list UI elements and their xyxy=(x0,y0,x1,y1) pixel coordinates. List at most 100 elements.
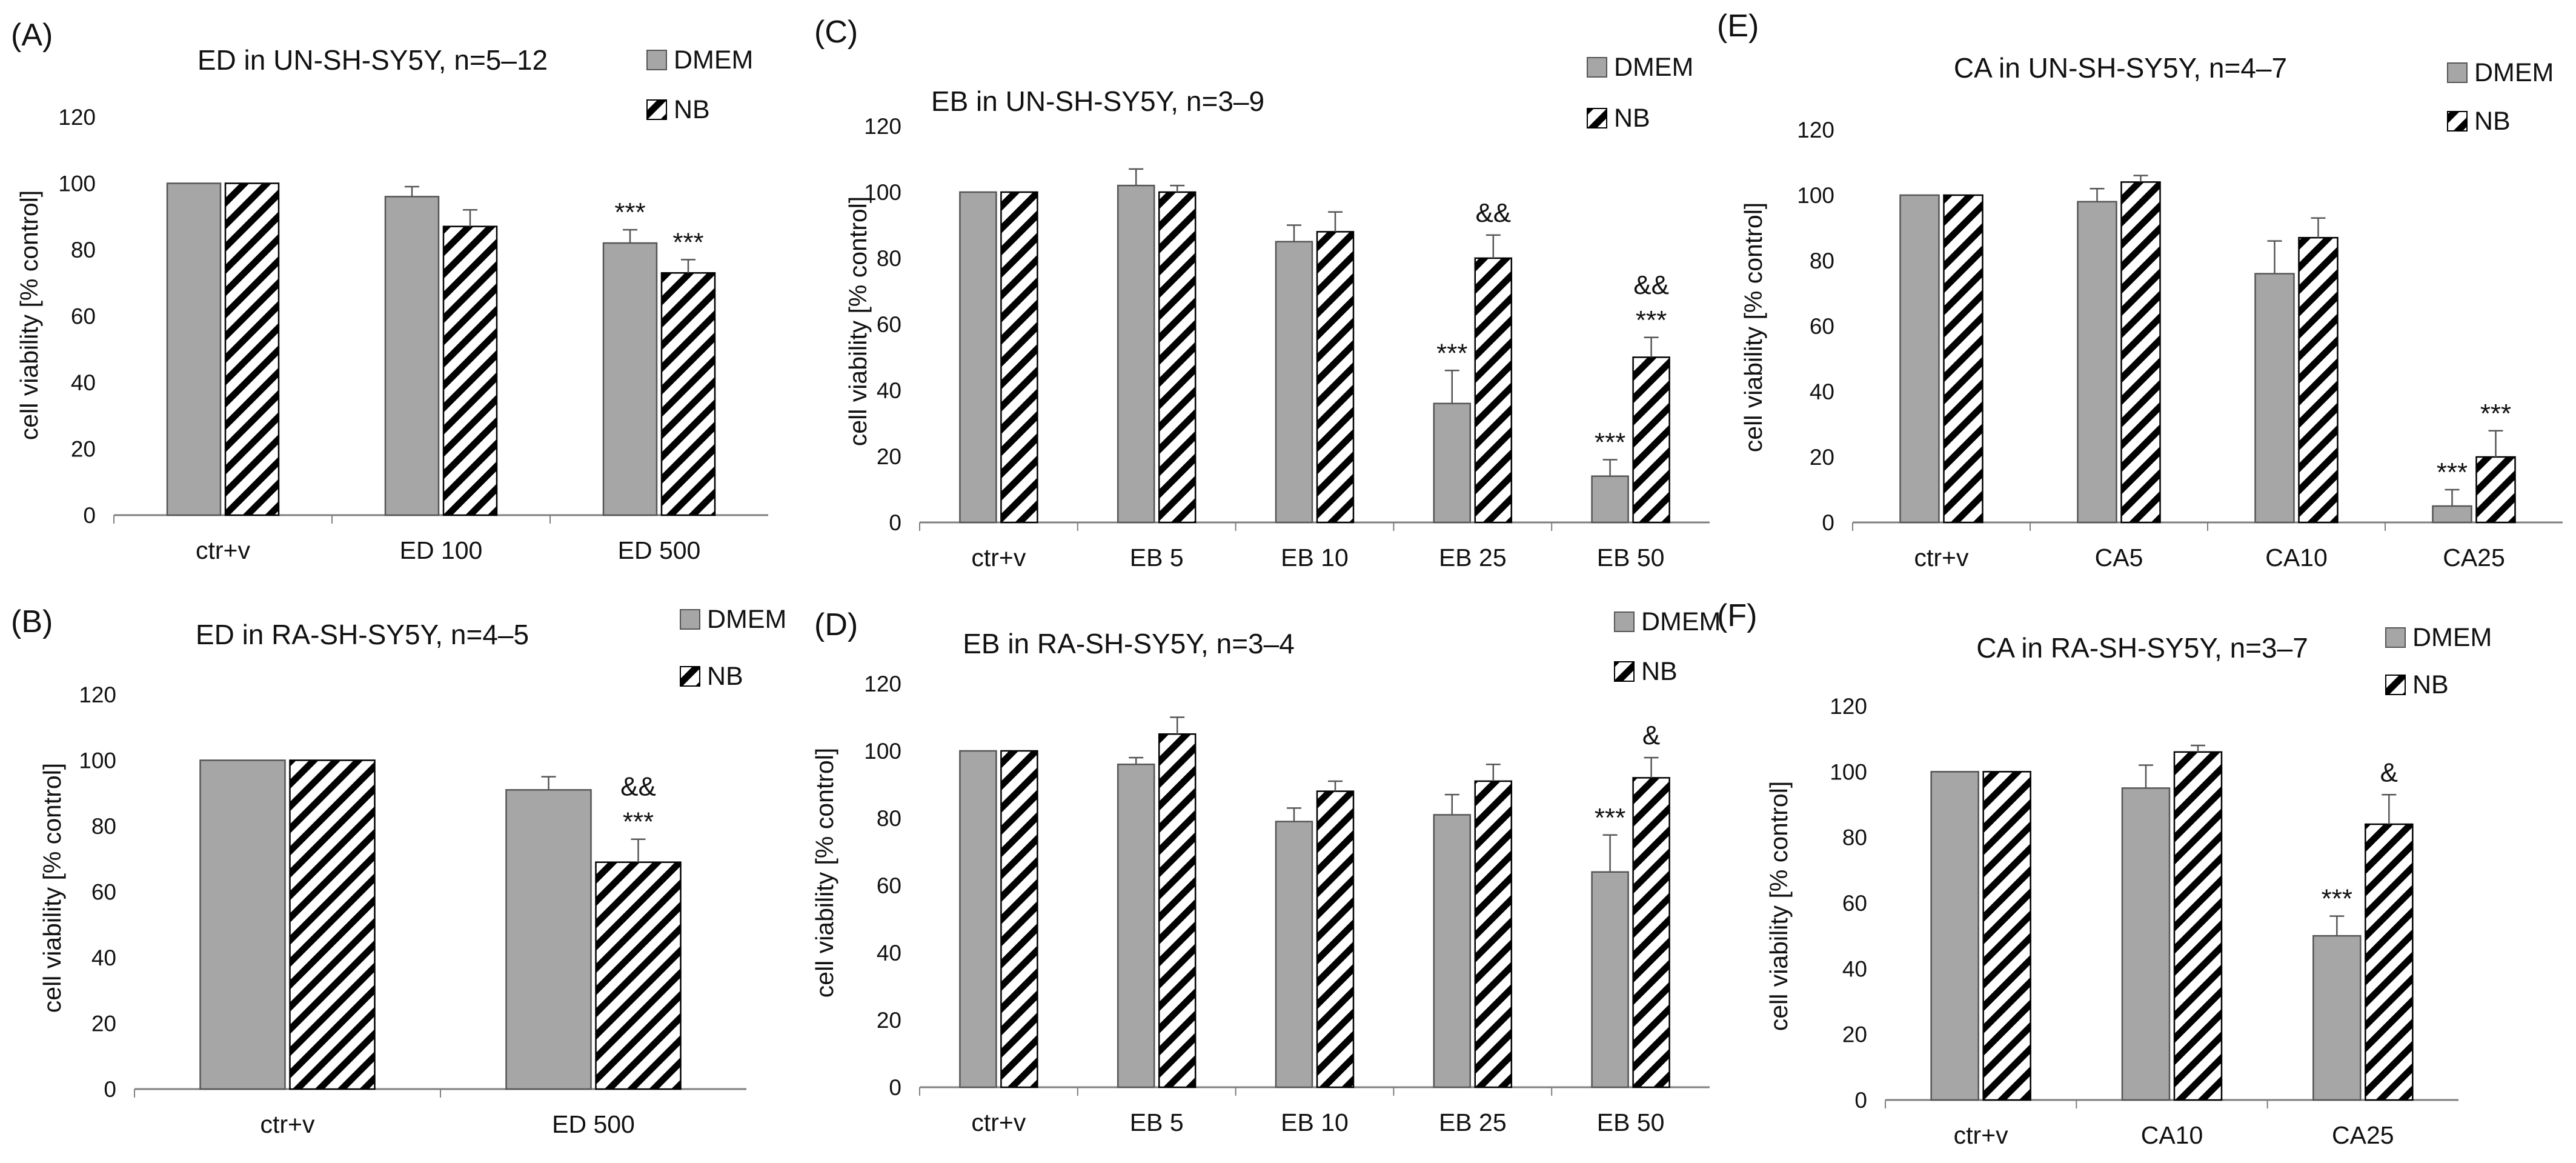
significance-marker: *** xyxy=(1636,305,1667,335)
x-tick-label: EB 5 xyxy=(1130,544,1184,572)
bar-dmem xyxy=(1275,241,1313,524)
y-axis-label: cell viability [% control] xyxy=(1739,202,1767,452)
bar-dmem xyxy=(1433,402,1472,524)
y-tick-label: 40 xyxy=(1810,379,1834,404)
bar-nb xyxy=(1982,771,2031,1101)
chart-title: CA in UN-SH-SY5Y, n=4–7 xyxy=(1954,52,2287,84)
legend-label-nb: NB xyxy=(1641,657,1678,686)
significance-marker: *** xyxy=(1595,427,1625,457)
y-tick-label: 80 xyxy=(1810,248,1834,273)
legend-swatch-dmem xyxy=(680,609,700,630)
bar-dmem xyxy=(1930,771,1979,1101)
bar-dmem xyxy=(166,182,222,516)
bar-nb xyxy=(1158,733,1197,1088)
significance-marker: && xyxy=(1633,270,1669,300)
y-tick-label: 0 xyxy=(1822,510,1834,535)
y-tick-label: 40 xyxy=(877,941,901,965)
y-tick-label: 120 xyxy=(79,682,116,707)
chart-panel-f: (F) CA in RA-SH-SY5Y, n=3–7 cell viability… xyxy=(1717,598,2492,1149)
x-tick-label: ED 100 xyxy=(400,536,483,564)
bar-dmem xyxy=(2121,787,2171,1101)
x-tick-label: ctr+v xyxy=(1954,1121,2008,1149)
y-axis-label: cell viability [% control] xyxy=(15,190,43,440)
y-tick-label: 40 xyxy=(91,945,116,970)
x-tick-label: ED 500 xyxy=(552,1110,635,1138)
significance-marker: *** xyxy=(2322,884,2352,914)
bar-dmem xyxy=(2432,505,2472,524)
bar-nb xyxy=(442,225,498,516)
y-tick-label: 20 xyxy=(877,444,901,469)
bar-nb xyxy=(2298,236,2339,524)
x-tick-label: ctr+v xyxy=(196,536,250,564)
y-axis-label: cell viability [% control] xyxy=(38,763,66,1013)
chart-panel-c: (C) EB in UN-SH-SY5Y, n=3–9 cell viability… xyxy=(814,15,1710,572)
bar-dmem xyxy=(2312,935,2362,1101)
significance-marker: *** xyxy=(1436,338,1467,368)
legend-label-nb: NB xyxy=(1614,104,1650,133)
y-tick-label: 0 xyxy=(104,1077,116,1102)
chart-title: EB in RA-SH-SY5Y, n=3–4 xyxy=(963,628,1295,659)
legend-label-nb: NB xyxy=(2412,670,2449,699)
bar-dmem xyxy=(602,242,658,516)
y-tick-label: 80 xyxy=(71,238,96,262)
legend-swatch-dmem xyxy=(1587,57,1607,78)
significance-marker: *** xyxy=(614,198,645,227)
y-tick-label: 120 xyxy=(58,105,96,130)
legend-swatch-nb xyxy=(1614,661,1635,682)
bar-dmem xyxy=(1591,871,1629,1088)
legend-swatch-dmem xyxy=(1614,611,1635,632)
legend-swatch-dmem xyxy=(2447,62,2468,83)
significance-marker: & xyxy=(1642,721,1660,750)
legend-swatch-nb xyxy=(646,99,667,120)
bar-nb xyxy=(1474,780,1513,1088)
bar-nb xyxy=(2365,823,2414,1101)
y-tick-label: 120 xyxy=(1830,694,1867,719)
legend-swatch-nb xyxy=(2447,111,2468,132)
y-tick-label: 60 xyxy=(1842,891,1867,916)
y-axis-label: cell viability [% control] xyxy=(844,196,872,446)
y-tick-label: 100 xyxy=(1797,183,1834,208)
legend-swatch-nb xyxy=(680,666,700,687)
panel-label: (A) xyxy=(11,18,53,53)
y-tick-label: 40 xyxy=(877,378,901,403)
x-tick-label: ctr+v xyxy=(971,1108,1026,1136)
legend-label-dmem: DMEM xyxy=(707,605,786,634)
bar-dmem xyxy=(1899,194,1940,524)
legend-label-dmem: DMEM xyxy=(674,45,753,75)
bar-nb xyxy=(1632,777,1670,1088)
y-tick-label: 80 xyxy=(91,814,116,839)
bar-nb xyxy=(2173,751,2223,1101)
y-tick-label: 80 xyxy=(1842,825,1867,850)
x-tick-label: CA10 xyxy=(2141,1121,2203,1149)
bar-dmem xyxy=(1117,763,1155,1088)
bar-dmem xyxy=(384,196,440,516)
x-tick-label: CA25 xyxy=(2443,544,2505,572)
x-tick-label: CA25 xyxy=(2332,1121,2394,1149)
bar-nb xyxy=(1316,790,1355,1088)
y-tick-label: 100 xyxy=(864,739,901,764)
significance-marker: *** xyxy=(2437,458,2468,487)
y-tick-label: 40 xyxy=(71,370,96,395)
bar-dmem xyxy=(505,789,592,1090)
legend-label-dmem: DMEM xyxy=(2412,623,2492,652)
chart-title: ED in UN-SH-SY5Y, n=5–12 xyxy=(198,44,548,76)
bar-nb xyxy=(1316,231,1355,524)
legend-label-nb: NB xyxy=(707,662,743,691)
y-tick-label: 80 xyxy=(877,806,901,831)
y-tick-label: 60 xyxy=(877,312,901,337)
significance-marker: && xyxy=(620,772,656,802)
y-tick-label: 100 xyxy=(1830,759,1867,784)
y-tick-label: 60 xyxy=(91,880,116,905)
y-tick-label: 100 xyxy=(864,180,901,205)
x-tick-label: EB 10 xyxy=(1281,544,1349,572)
x-tick-label: EB 25 xyxy=(1439,544,1507,572)
x-tick-label: CA5 xyxy=(2095,544,2143,572)
chart-panel-e: (E) CA in UN-SH-SY5Y, n=4–7 cell viability… xyxy=(1717,8,2563,572)
x-tick-label: ED 500 xyxy=(618,536,701,564)
bar-dmem xyxy=(2254,273,2295,524)
significance-marker: & xyxy=(2380,758,2398,787)
bar-dmem xyxy=(959,750,997,1088)
legend-swatch-dmem xyxy=(2385,627,2406,648)
legend-label-nb: NB xyxy=(2474,107,2511,136)
legend-swatch-nb xyxy=(2385,675,2406,695)
